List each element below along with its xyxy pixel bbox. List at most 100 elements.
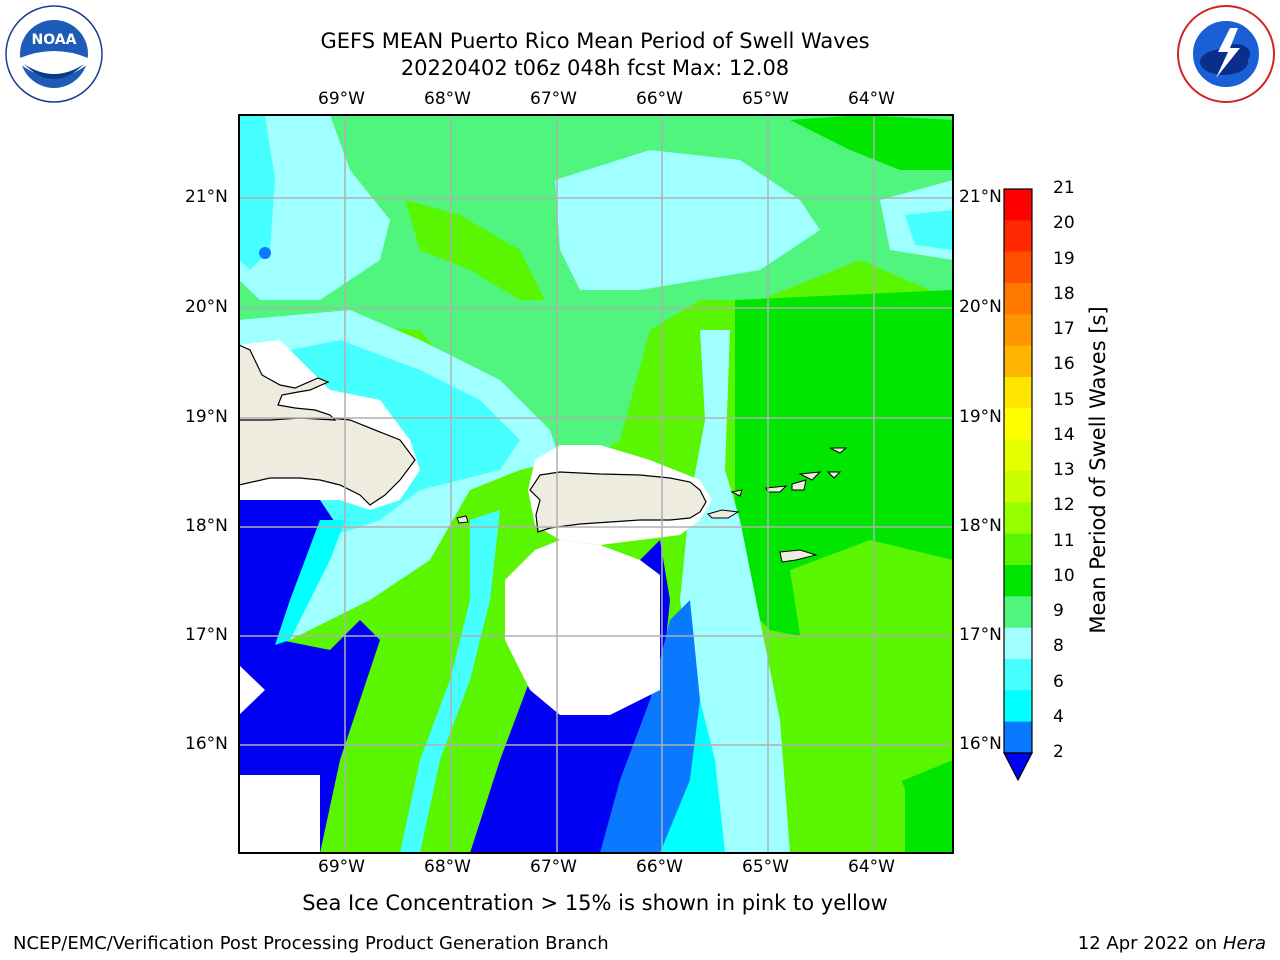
lon-label-top: 65°W [742,89,789,109]
colorbar-tick-label: 4 [1053,706,1064,727]
pale-cyan-contour-region-channel [680,330,790,853]
map-frame [238,114,954,854]
lon-label-top: 68°W [424,89,471,109]
nodata-region-west-b [239,775,320,853]
colorbar-tick-label: 18 [1053,283,1075,304]
colorbar-swatch [1004,565,1032,597]
light-cyan-contour-region-ne [905,210,953,250]
pale-cyan-contour-region [555,150,820,290]
lon-label-top: 66°W [636,89,683,109]
lon-label-top: 67°W [530,89,577,109]
lat-label-right: 18°N [959,516,1002,536]
virgin-island-b [791,479,807,491]
lon-label-top: 69°W [318,89,365,109]
colorbar-swatch [1004,189,1032,221]
lon-label-bottom: 67°W [530,857,577,877]
lat-label-left: 19°N [185,407,228,427]
colorbar-tick-label: 17 [1053,319,1075,339]
colorbar-swatch [1004,596,1032,629]
colorbar-tick-label: 16 [1053,354,1075,375]
colorbar-tick-label: 21 [1053,178,1075,198]
virgin-island-c [798,471,822,481]
sea-ice-caption: Sea Ice Concentration > 15% is shown in … [302,891,888,915]
lat-label-right: 17°N [959,625,1002,645]
colorbar-swatch [1004,471,1032,503]
lime-contour-region-north [405,200,545,300]
colorbar-tick-label: 2 [1053,742,1064,762]
deep-blue-contour-region-west [239,500,380,853]
colorbar-swatch [1004,377,1032,409]
chart-subtitle: 20220402 t06z 048h fcst Max: 12.08 [400,56,790,80]
branch-credit: NCEP/EMC/Verification Post Processing Pr… [13,933,609,954]
cyan-contour-region-south [660,700,725,853]
colorbar-swatch [1004,533,1032,566]
colorbar-swatch [1004,408,1032,441]
light-cyan-contour-region [239,115,275,270]
anegada-island [826,471,842,479]
pale-cyan-contour-region-nw [239,115,390,300]
colorbar-swatch [1004,314,1032,347]
colorbar-extend-arrow [1003,752,1033,782]
light-cyan-contour-region-streak [400,510,500,853]
chart-title: GEFS MEAN Puerto Rico Mean Period of Swe… [320,29,870,53]
nodata-region-west-a [239,665,265,715]
colorbar-tick-label: 12 [1053,495,1075,516]
lon-label-bottom: 64°W [848,857,895,877]
colorbar-label: Mean Period of Swell Waves [s] [1086,306,1110,634]
timestamp-machine: Hera [1222,933,1266,954]
graticule [239,115,953,853]
cyan-contour-region-west [275,520,345,645]
colorbar-swatch [1004,251,1032,284]
colorbar-tick-label: 20 [1053,213,1075,234]
lon-label-bottom: 66°W [636,857,683,877]
lon-label-top: 64°W [848,89,895,109]
lat-label-left: 20°N [185,297,228,317]
colorbar-tick-label: 8 [1053,636,1064,657]
lat-label-right: 20°N [959,297,1002,317]
nodata-region-south-pr [505,540,660,715]
lat-label-right: 21°N [959,187,1002,207]
lat-label-left: 16°N [185,734,228,754]
st-croix-island [779,549,818,563]
colorbar-tick-label: 10 [1053,565,1075,586]
green-contour-region-north [790,115,953,170]
colorbar-tick-label: 9 [1053,601,1064,621]
timestamp-date: 12 Apr 2022 on [1077,933,1218,954]
colorbar-swatch [1004,627,1032,660]
hispaniola-land [239,414,416,506]
colorbar [1003,188,1033,782]
lon-label-bottom: 69°W [318,857,365,877]
colorbar-swatch [1004,345,1032,378]
nws-logo [1177,5,1275,103]
blue-spot-nw [259,247,271,259]
lat-label-left: 18°N [185,516,228,536]
culebra-island [730,489,743,497]
small-island-north [829,447,848,454]
lat-label-left: 17°N [185,625,228,645]
noaa-logo: NOAA [5,5,103,103]
lat-label-right: 16°N [959,734,1002,754]
colorbar-swatch [1004,690,1032,723]
colorbar-frame [1003,188,1033,754]
lime-contour-region-east [790,540,953,790]
noaa-logo-text: NOAA [32,32,77,48]
colorbar-swatch [1004,659,1032,691]
colorbar-tick-label: 13 [1053,460,1075,480]
timestamp: 12 Apr 2022 on Hera [1078,933,1266,954]
mona-island [456,515,469,524]
colorbar-swatch [1004,502,1032,535]
lat-label-right: 19°N [959,407,1002,427]
vieques-island [707,509,740,519]
colorbar-tick-label: 6 [1053,671,1064,692]
colorbar-swatch [1004,220,1032,253]
colorbar-tick-label: 11 [1053,530,1075,551]
lon-label-bottom: 68°W [424,857,471,877]
colorbar-tick-label: 15 [1053,389,1075,410]
lat-label-left: 21°N [185,187,228,207]
colorbar-swatch [1004,439,1032,472]
colorbar-tick-label: 19 [1053,248,1075,269]
colorbar-swatch [1004,283,1032,315]
blue-contour-region-south [600,600,700,853]
colorbar-swatch [1004,721,1032,754]
